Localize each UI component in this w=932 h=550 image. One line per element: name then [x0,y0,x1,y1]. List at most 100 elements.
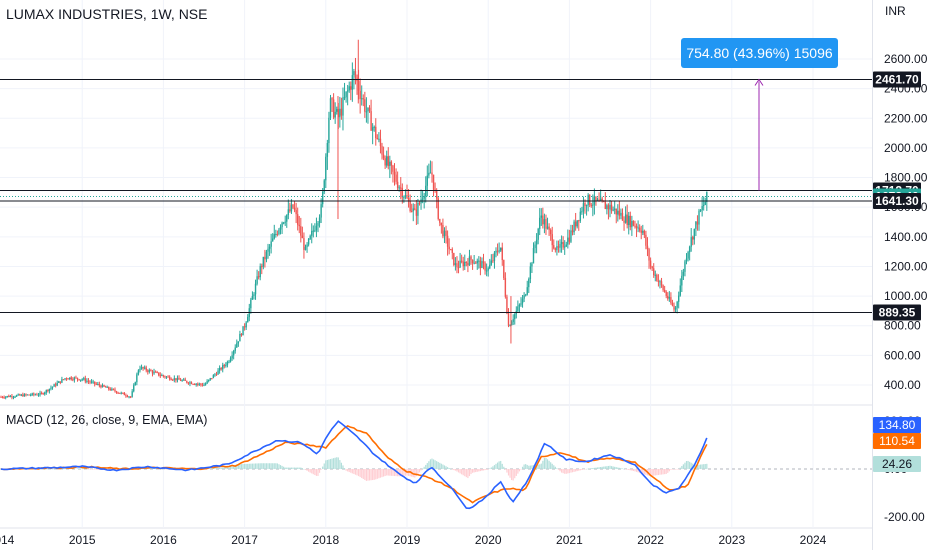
signal-value-box [873,433,921,449]
candle-body [73,377,76,380]
histogram-bar [83,468,85,470]
candle-body [243,326,246,328]
histogram-bar [582,469,585,470]
histogram-bar [464,469,466,477]
candle-body [643,230,646,235]
candle-body [301,235,304,239]
candle-body [381,146,383,155]
histogram-bar [162,469,164,470]
candle-body [532,248,535,264]
histogram-bar [514,469,516,479]
price-tick-label: 2200.00 [884,111,928,125]
candle-body [315,225,318,231]
candle-body [421,198,424,200]
histogram-bar [665,469,667,474]
candle-body [162,375,165,377]
histogram-bar [439,462,441,469]
candle-body [401,188,404,198]
histogram-bar [470,469,472,475]
candle-body [95,383,97,385]
histogram-bar [368,469,371,481]
candle-body [400,187,402,189]
price-label-box [873,193,921,210]
time-tick-label: 2017 [231,533,258,547]
histogram-bar [222,467,224,469]
candle-body [453,252,455,265]
candle-body [549,229,552,235]
candle-body [8,396,10,398]
candle-body [534,244,536,249]
histogram-bar [417,469,419,475]
histogram-bar [306,469,308,471]
histogram-bar [442,464,444,469]
histogram-bar [320,469,322,470]
histogram-bar [76,468,79,469]
macd-line [0,420,708,510]
candle-body [268,246,271,249]
candle-body [72,379,74,381]
histogram-bar [593,467,595,469]
candle-body [507,313,510,326]
histogram-bar [418,469,421,473]
histogram-bar [81,468,83,469]
candle-body [476,260,478,264]
histogram-bar [428,461,430,469]
candle-body [106,386,108,388]
histogram-bar [267,463,269,469]
candle-body [108,386,110,390]
candle-body [76,377,79,380]
measure-label[interactable]: 754.80 (43.96%) 15096 [681,38,838,68]
candle-body [698,210,700,225]
candle-body [118,392,121,394]
price-tick-label: 2600.00 [884,52,928,66]
candle-body [607,205,610,210]
histogram-bar [326,459,328,469]
candle-body [648,249,650,261]
histogram-bar [704,464,706,469]
histogram-bar [531,465,533,469]
candle-body [470,256,472,260]
histogram-bar [589,468,591,469]
time-tick-label: 2018 [312,533,339,547]
candle-body [270,241,272,247]
histogram-bar [278,464,280,469]
candle-body [126,395,129,397]
histogram-bar [90,469,93,470]
candle-body [154,371,157,373]
candle-body [23,394,26,397]
histogram-bar [64,468,66,470]
histogram-bar [587,468,589,470]
candle-body [84,378,87,382]
candle-body [565,244,567,247]
candle-body [125,395,127,397]
candle-body [376,138,379,140]
macd-tick-label: -200.00 [884,510,925,524]
candle-body [186,380,188,383]
candle-body [362,98,364,100]
candle-body [48,388,51,392]
candle-body [15,395,18,397]
candle-body [540,215,542,218]
histogram-bar [698,464,700,469]
candle-body [306,244,308,247]
histogram-bar [575,469,577,472]
candle-body [398,187,400,189]
histogram-bar [384,469,386,477]
candle-body [428,172,430,176]
histogram-bar [80,468,82,469]
candle-body [542,215,544,225]
histogram-bar [401,469,403,476]
candle-body [589,194,591,205]
candle-body [562,242,564,248]
horizontal-levels[interactable] [0,78,872,313]
candle-body [487,268,489,271]
candle-body [696,221,699,225]
macd-value-label: 134.80 [879,418,916,432]
measure-tool[interactable] [754,78,764,191]
histogram-bar [498,461,500,469]
histogram-bar [601,466,603,469]
price-axis: 2600.002400.002200.002000.001800.001600.… [884,52,928,392]
histogram-bar [515,469,517,476]
candle-body [407,198,410,202]
candle-body [468,256,471,266]
